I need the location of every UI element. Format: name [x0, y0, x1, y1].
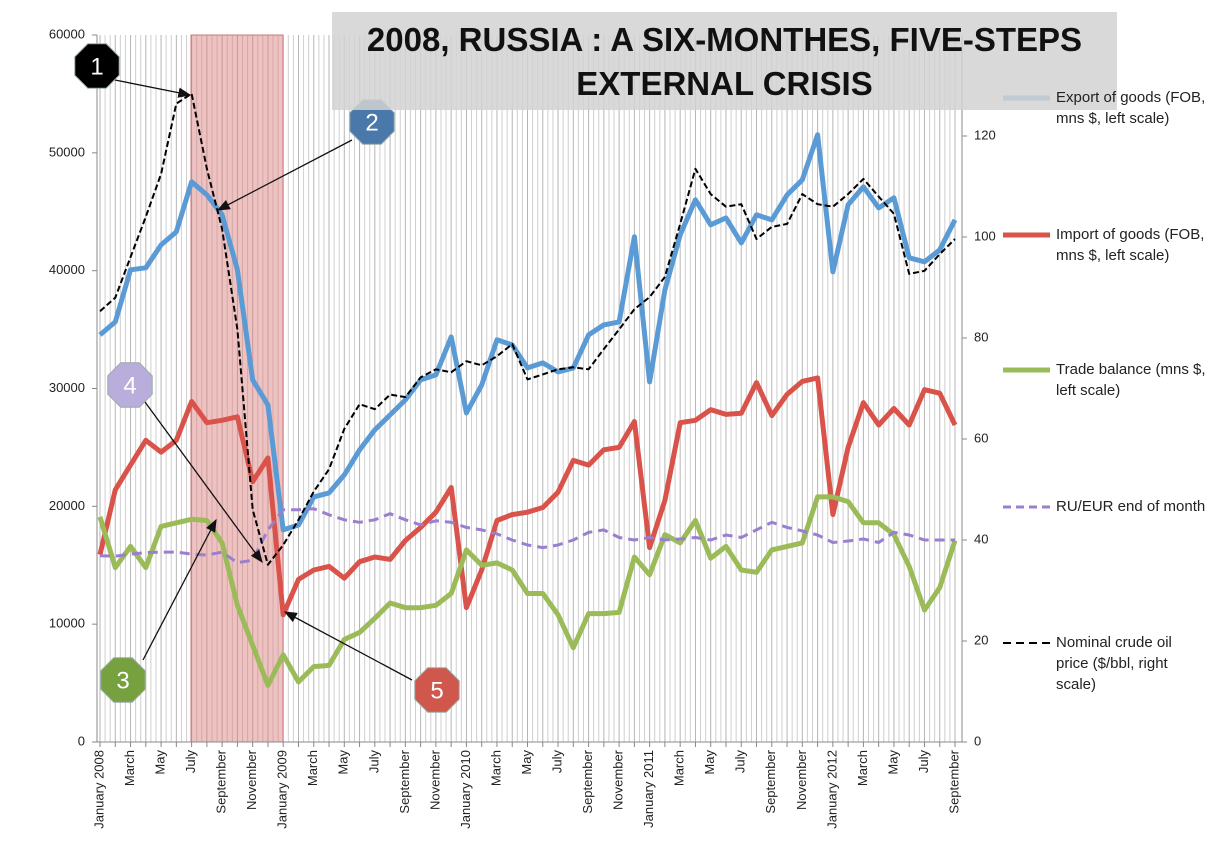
x-tick-label: July	[366, 750, 381, 774]
callout-arrow	[114, 79, 192, 98]
callout-label: 5	[430, 677, 443, 704]
x-tick-label: March	[855, 750, 870, 786]
x-tick-label: September	[214, 749, 229, 813]
crisis-band	[190, 34, 284, 743]
callout-badge	[100, 657, 146, 703]
callout-badge	[74, 43, 120, 89]
callout-label: 3	[116, 667, 129, 694]
y2-tick-label: 0	[974, 733, 981, 748]
x-tick-label: January 2009	[275, 750, 290, 829]
x-tick-label: November	[611, 749, 626, 810]
legend-label: Import of goods (FOB, mns $, left scale)	[1056, 226, 1205, 264]
callout-arrow	[142, 518, 217, 661]
series-line	[98, 132, 958, 533]
x-tick-label: January 2011	[641, 750, 656, 828]
callout-badge	[107, 362, 153, 408]
x-tick-label: January 2008	[91, 750, 106, 829]
x-tick-label: September	[946, 749, 961, 813]
x-tick-label: March	[488, 750, 503, 786]
y2-tick-label: 40	[974, 531, 988, 546]
y-tick-label: 50000	[49, 144, 85, 159]
callout-arrow	[283, 611, 413, 681]
x-tick-label: May	[519, 750, 534, 775]
y2-tick-label: 120	[974, 127, 996, 142]
x-tick-label: November	[427, 749, 442, 810]
x-tick-label: May	[153, 750, 168, 775]
x-tick-label: July	[549, 750, 564, 774]
callout-arrow	[216, 139, 353, 211]
y2-tick-label: 100	[974, 228, 996, 243]
x-tick-label: May	[885, 750, 900, 775]
callout-label: 2	[365, 109, 378, 136]
x-tick-label: September	[580, 749, 595, 813]
callout-arrow	[144, 401, 263, 564]
x-tick-label: January 2010	[458, 750, 473, 829]
y2-tick-label: 60	[974, 430, 988, 445]
legend-label: Nominal crude oil price ($/bbl, right sc…	[1056, 634, 1172, 693]
x-tick-label: September	[763, 749, 778, 813]
callout-badge	[414, 667, 460, 713]
y-tick-label: 40000	[49, 262, 85, 277]
legend-label: Export of goods (FOB, mns $, left scale)	[1056, 89, 1206, 127]
callout-label: 4	[123, 372, 136, 399]
legend-label: RU/EUR end of month	[1056, 498, 1206, 515]
x-tick-label: November	[794, 749, 809, 810]
x-tick-label: March	[305, 750, 320, 786]
legend-label: Trade balance (mns $, left scale)	[1056, 361, 1206, 399]
x-tick-label: July	[733, 750, 748, 774]
x-tick-label: July	[916, 750, 931, 774]
x-tick-label: July	[183, 750, 198, 774]
y2-tick-label: 80	[974, 329, 988, 344]
x-tick-label: March	[672, 750, 687, 786]
y2-tick-label: 20	[974, 632, 988, 647]
x-tick-label: November	[244, 749, 259, 810]
y-tick-label: 10000	[49, 616, 85, 631]
x-tick-label: March	[122, 750, 137, 786]
series-line	[99, 92, 956, 566]
series-line	[97, 375, 958, 618]
y-tick-label: 30000	[49, 380, 85, 395]
series-line	[97, 494, 958, 688]
x-tick-label: May	[702, 750, 717, 775]
chart-title: 2008, RUSSIA : A SIX-MONTHES, FIVE-STEPS…	[332, 12, 1117, 110]
y-tick-label: 0	[78, 733, 85, 748]
x-tick-label: May	[336, 750, 351, 775]
series-line	[99, 507, 955, 565]
x-tick-label: January 2012	[824, 750, 839, 829]
x-tick-label: September	[397, 749, 412, 813]
callout-label: 1	[90, 53, 103, 80]
y-tick-label: 60000	[49, 26, 85, 41]
y-tick-label: 20000	[49, 498, 85, 513]
